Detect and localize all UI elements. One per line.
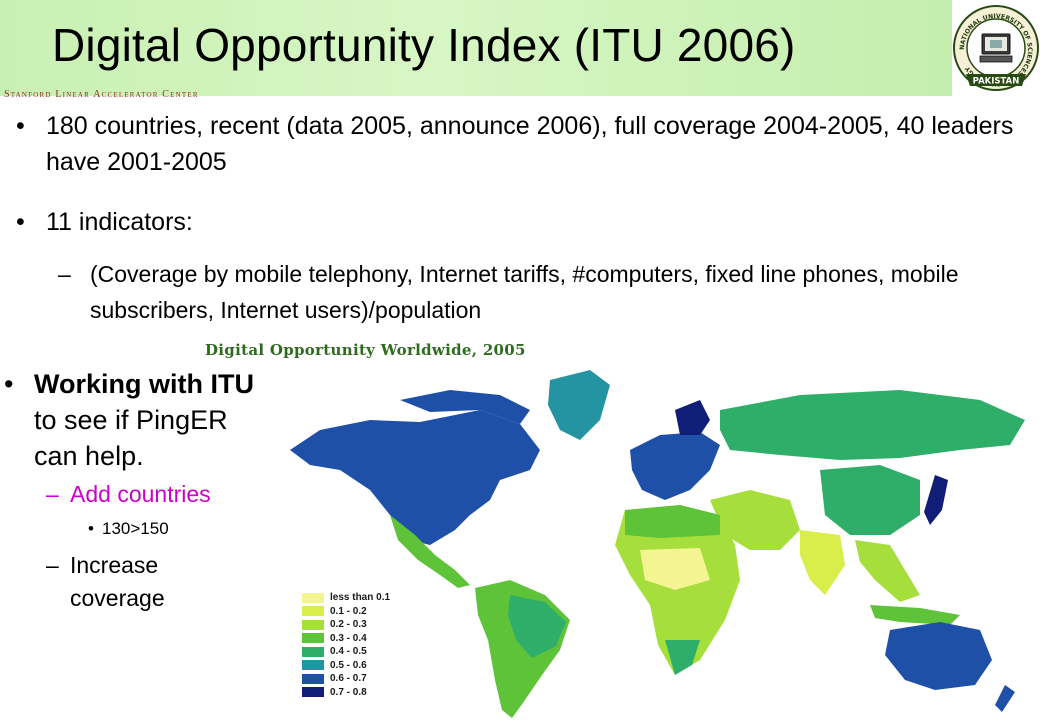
- left-bullet-bold: Working with ITU: [34, 369, 254, 399]
- map-region-greenland: [548, 370, 610, 440]
- map-region-russia: [720, 390, 1025, 460]
- map-region-south-africa: [665, 640, 700, 675]
- bullet-item-1: • 180 countries, recent (data 2005, anno…: [16, 108, 1026, 180]
- legend-item: 0.3 - 0.4: [302, 632, 390, 646]
- legend-swatch: [302, 673, 324, 684]
- legend-item: 0.2 - 0.3: [302, 618, 390, 632]
- map-region-australia: [885, 622, 992, 690]
- legend-swatch: [302, 606, 324, 617]
- legend-label: 0.3 - 0.4: [330, 632, 367, 644]
- page-title: Digital Opportunity Index (ITU 2006): [52, 19, 796, 71]
- legend-swatch: [302, 619, 324, 630]
- left-sub-item-1: – Add countries: [0, 478, 270, 511]
- map-region-india: [800, 530, 845, 595]
- left-bullet-item: • Working with ITU to see if PingER can …: [0, 366, 270, 474]
- legend-item: 0.6 - 0.7: [302, 672, 390, 686]
- map-region-mexico: [390, 515, 470, 588]
- map-region-scandinavia: [675, 400, 710, 435]
- sub-dash: –: [46, 481, 59, 507]
- map-region-middle-east: [710, 490, 800, 550]
- world-map: [290, 370, 1025, 718]
- sub-bullet-marker: –: [58, 261, 71, 287]
- legend-item: 0.5 - 0.6: [302, 659, 390, 673]
- legend-swatch: [302, 660, 324, 671]
- map-legend: less than 0.1 0.1 - 0.2 0.2 - 0.3 0.3 - …: [302, 591, 390, 699]
- subsub-marker: •: [88, 519, 94, 538]
- left-bullet-column: • Working with ITU to see if PingER can …: [0, 366, 270, 615]
- slac-label: Stanford Linear Accelerator Center: [4, 89, 199, 100]
- bullet-text-2: 11 indicators:: [46, 208, 193, 236]
- sub-bullet-item: – (Coverage by mobile telephony, Interne…: [58, 256, 1028, 328]
- legend-item: 0.7 - 0.8: [302, 686, 390, 700]
- legend-label: less than 0.1: [330, 592, 391, 604]
- legend-swatch: [302, 646, 324, 657]
- left-subsub-text: 130>150: [102, 519, 169, 538]
- legend-swatch: [302, 592, 324, 603]
- map-region-new-zealand: [995, 685, 1015, 712]
- bullet-marker: •: [16, 208, 25, 236]
- legend-item: 0.4 - 0.5: [302, 645, 390, 659]
- legend-label: 0.2 - 0.3: [330, 619, 367, 631]
- left-subsub-item: • 130>150: [0, 517, 270, 541]
- left-sub-text-1: Add countries: [70, 481, 211, 507]
- map-region-africa: [615, 505, 740, 675]
- bullet-marker: •: [16, 112, 25, 140]
- left-bullet-marker: •: [4, 369, 14, 399]
- legend-label: 0.1 - 0.2: [330, 605, 367, 617]
- map-region-north-america: [290, 410, 540, 545]
- map-title: Digital Opportunity Worldwide, 2005: [205, 341, 526, 359]
- map-region-se-asia: [855, 540, 920, 602]
- legend-swatch: [302, 687, 324, 698]
- bullet-text-1: 180 countries, recent (data 2005, announ…: [46, 112, 1014, 176]
- map-region-indonesia: [870, 605, 960, 625]
- legend-swatch: [302, 633, 324, 644]
- legend-label: 0.5 - 0.6: [330, 659, 367, 671]
- logo-country: PAKISTAN: [973, 77, 1020, 87]
- map-region-europe: [630, 432, 720, 500]
- title-band: [0, 0, 952, 96]
- map-region-north-africa: [625, 505, 720, 538]
- map-region-japan: [924, 475, 948, 525]
- left-sub-item-2: – Increase coverage: [0, 549, 266, 615]
- left-sub-text-2: Increase coverage: [70, 552, 165, 611]
- map-region-china: [820, 465, 920, 535]
- nust-logo: NATIONAL UNIVERSITY OF SCIENCES & TECHNO…: [953, 5, 1039, 91]
- legend-item: less than 0.1: [302, 591, 390, 605]
- sub-dash: –: [46, 552, 59, 578]
- bullet-item-2: • 11 indicators:: [16, 204, 916, 240]
- legend-item: 0.1 - 0.2: [302, 605, 390, 619]
- left-bullet-text: Working with ITU to see if PingER can he…: [34, 366, 270, 474]
- legend-label: 0.6 - 0.7: [330, 673, 367, 685]
- map-region-canada-north: [400, 390, 530, 424]
- map-region-brazil: [508, 595, 566, 658]
- legend-label: 0.4 - 0.5: [330, 646, 367, 658]
- left-bullet-rest: to see if PingER can help.: [34, 405, 228, 471]
- legend-label: 0.7 - 0.8: [330, 686, 367, 698]
- sub-bullet-text: (Coverage by mobile telephony, Internet …: [90, 261, 959, 323]
- map-region-sahel: [640, 548, 710, 590]
